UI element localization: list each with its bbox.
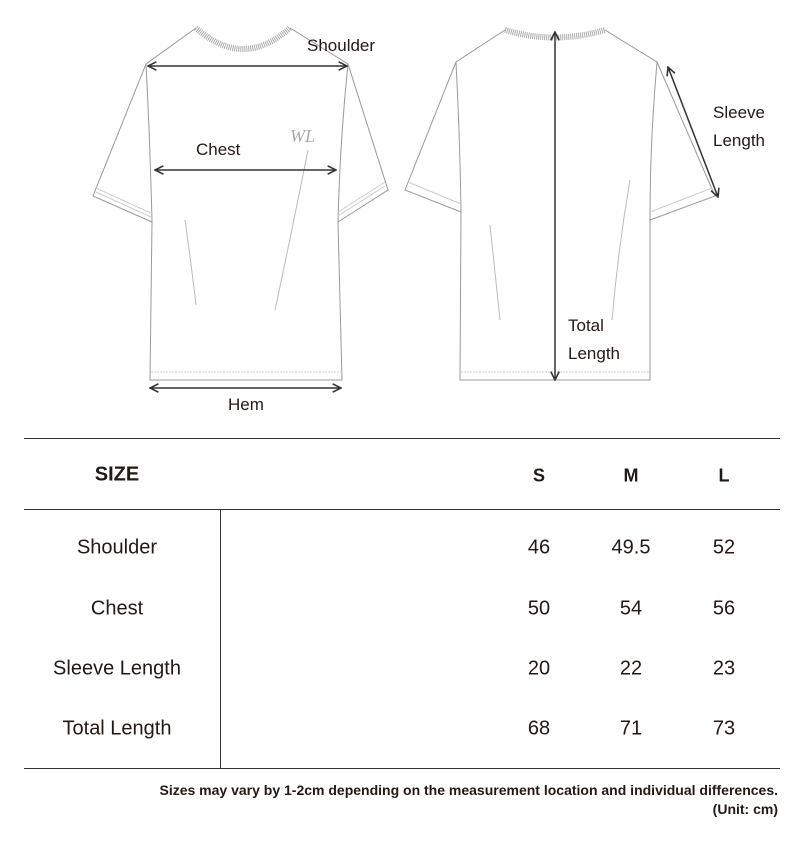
chest-label: Chest xyxy=(196,140,241,159)
garment-diagram: WL xyxy=(92,25,800,430)
row-value: 56 xyxy=(712,597,736,620)
row-value: 52 xyxy=(712,536,736,559)
row-value: 20 xyxy=(527,657,551,680)
row-value: 50 xyxy=(527,597,551,620)
row-label: Total Length xyxy=(62,717,172,740)
row-value: 73 xyxy=(712,717,736,740)
table-top-border xyxy=(24,438,780,439)
row-label: Shoulder xyxy=(76,536,158,559)
row-value: 68 xyxy=(527,717,551,740)
sleeve-length-label-line2: Length xyxy=(713,131,765,150)
shoulder-label: Shoulder xyxy=(307,36,376,55)
header-l: L xyxy=(718,465,730,486)
logo: WL xyxy=(290,126,315,146)
row-value: 71 xyxy=(619,717,643,740)
total-length-label-line2: Length xyxy=(568,344,620,363)
sleeve-length-label: Sleeve Length xyxy=(713,99,765,155)
row-value: 23 xyxy=(712,657,736,680)
total-length-label: Total Length xyxy=(568,312,620,368)
unit-note: (Unit: cm) xyxy=(712,801,778,817)
measurement-arrows xyxy=(148,32,718,388)
sleeve-length-label-line1: Sleeve xyxy=(713,103,765,122)
row-label: Chest xyxy=(90,597,144,620)
row-value: 54 xyxy=(619,597,643,620)
table-bottom-border xyxy=(24,768,780,769)
header-m: M xyxy=(623,465,639,486)
hem-label: Hem xyxy=(228,395,264,414)
sleeve-length-arrow xyxy=(668,67,718,197)
row-value: 22 xyxy=(619,657,643,680)
row-value: 49.5 xyxy=(611,536,651,559)
row-value: 46 xyxy=(527,536,551,559)
header-size: SIZE xyxy=(94,463,140,486)
row-label: Sleeve Length xyxy=(53,657,181,680)
front-tshirt xyxy=(92,25,389,381)
total-length-label-line1: Total xyxy=(568,316,604,335)
header-s: S xyxy=(532,465,546,486)
back-tshirt xyxy=(404,27,716,381)
header-divider xyxy=(24,509,780,510)
label-column-divider xyxy=(220,509,221,768)
variance-note: Sizes may vary by 1-2cm depending on the… xyxy=(159,782,778,798)
